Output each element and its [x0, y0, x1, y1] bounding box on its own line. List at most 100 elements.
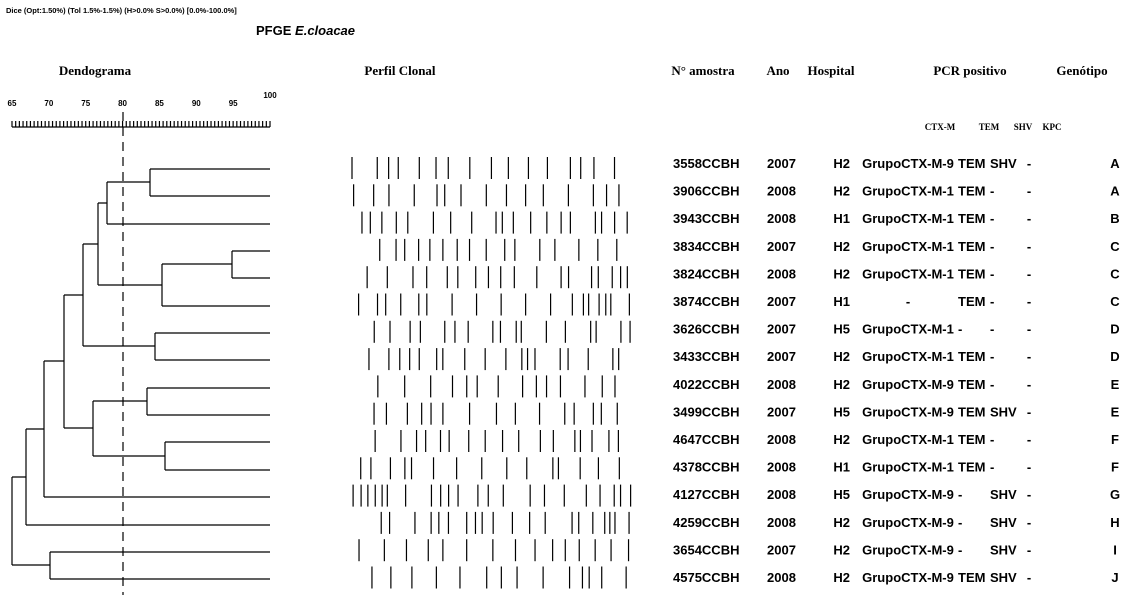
- cell: D: [1110, 349, 1119, 364]
- cell: -: [1027, 542, 1031, 557]
- cell: C: [1110, 239, 1120, 254]
- pcr-subheader: TEM: [979, 122, 1000, 132]
- cell: 2008: [767, 377, 796, 392]
- cell: E: [1111, 377, 1120, 392]
- cell: SHV: [990, 404, 1017, 419]
- cell: C: [1110, 266, 1120, 281]
- cell: H2: [833, 515, 850, 530]
- cell: 2008: [767, 211, 796, 226]
- cell: 2007: [767, 404, 796, 419]
- cell: -: [1027, 432, 1031, 447]
- cell: 4575CCBH: [673, 570, 739, 585]
- cell: -: [990, 377, 994, 392]
- cell: TEM: [958, 211, 985, 226]
- cell: 2007: [767, 156, 796, 171]
- axis-tick-label: 70: [44, 99, 53, 108]
- cell: TEM: [958, 432, 985, 447]
- cell: 2007: [767, 542, 796, 557]
- cell: H2: [833, 239, 850, 254]
- cell: 3626CCBH: [673, 322, 739, 337]
- cell: GrupoCTX-M-1: [862, 460, 954, 475]
- cell: C: [1110, 294, 1120, 309]
- cell: F: [1111, 432, 1119, 447]
- cell: TEM: [958, 184, 985, 199]
- cell: TEM: [958, 239, 985, 254]
- cell: H1: [833, 211, 850, 226]
- title: PFGE: [256, 23, 292, 38]
- cell: GrupoCTX-M-9: [862, 156, 954, 171]
- cell: 4647CCBH: [673, 432, 739, 447]
- cell: GrupoCTX-M-9: [862, 515, 954, 530]
- cell: -: [1027, 266, 1031, 281]
- axis-tick-label: 95: [229, 99, 238, 108]
- cell: H1: [833, 460, 850, 475]
- cell: E: [1111, 404, 1120, 419]
- cell: -: [990, 184, 994, 199]
- cell: I: [1113, 542, 1117, 557]
- cell: H5: [833, 487, 850, 502]
- cell: A: [1110, 184, 1120, 199]
- cell: 2008: [767, 487, 796, 502]
- species: E.cloacae: [295, 23, 355, 38]
- cell: -: [1027, 239, 1031, 254]
- cell: 4378CCBH: [673, 460, 739, 475]
- cell: B: [1110, 211, 1119, 226]
- figure: Dice (Opt:1.50%) (Tol 1.5%-1.5%) (H>0.0%…: [0, 0, 1147, 595]
- pcr-subheader: KPC: [1043, 122, 1062, 132]
- method-note: Dice (Opt:1.50%) (Tol 1.5%-1.5%) (H>0.0%…: [6, 6, 237, 15]
- cell: -: [990, 294, 994, 309]
- cell: 3499CCBH: [673, 404, 739, 419]
- cell: H2: [833, 570, 850, 585]
- cell: -: [1027, 211, 1031, 226]
- cell: SHV: [990, 515, 1017, 530]
- cell: -: [990, 239, 994, 254]
- cell: H: [1110, 515, 1119, 530]
- cell: -: [1027, 460, 1031, 475]
- dendrogram: [12, 112, 270, 595]
- axis-tick-label: 85: [155, 99, 164, 108]
- cell: TEM: [958, 404, 985, 419]
- cell: TEM: [958, 377, 985, 392]
- cell: H2: [833, 266, 850, 281]
- cell: H5: [833, 404, 850, 419]
- cell: TEM: [958, 294, 985, 309]
- cell: 2008: [767, 266, 796, 281]
- col-header: Dendograma: [59, 63, 132, 78]
- cell: -: [906, 294, 910, 309]
- axis-tick-label: 90: [192, 99, 201, 108]
- cell: TEM: [958, 266, 985, 281]
- cell: 3654CCBH: [673, 542, 739, 557]
- axis-tick-label: 80: [118, 99, 127, 108]
- axis-tick-label: 65: [8, 99, 17, 108]
- cell: TEM: [958, 156, 985, 171]
- cell: SHV: [990, 542, 1017, 557]
- cell: 4022CCBH: [673, 377, 739, 392]
- cell: 3834CCBH: [673, 239, 739, 254]
- cell: -: [1027, 156, 1031, 171]
- cell: 4127CCBH: [673, 487, 739, 502]
- cell: GrupoCTX-M-9: [862, 487, 954, 502]
- cell: J: [1111, 570, 1118, 585]
- col-header: Hospital: [808, 63, 855, 78]
- cell: H2: [833, 432, 850, 447]
- cell: F: [1111, 460, 1119, 475]
- cell: -: [1027, 570, 1031, 585]
- cell: 2007: [767, 349, 796, 364]
- cell: GrupoCTX-M-1: [862, 322, 954, 337]
- cell: -: [1027, 184, 1031, 199]
- cell: 3433CCBH: [673, 349, 739, 364]
- cell: SHV: [990, 156, 1017, 171]
- cell: GrupoCTX-M-1: [862, 184, 954, 199]
- cell: GrupoCTX-M-9: [862, 542, 954, 557]
- cell: -: [1027, 515, 1031, 530]
- cell: -: [1027, 322, 1031, 337]
- cell: 2008: [767, 184, 796, 199]
- cell: -: [990, 460, 994, 475]
- cell: 2008: [767, 515, 796, 530]
- axis-tick-label: 100: [263, 91, 277, 100]
- cell: 2008: [767, 432, 796, 447]
- cell: H1: [833, 294, 850, 309]
- cell: -: [1027, 294, 1031, 309]
- pcr-subheader: CTX-M: [925, 122, 956, 132]
- col-header: Perfil Clonal: [364, 63, 436, 78]
